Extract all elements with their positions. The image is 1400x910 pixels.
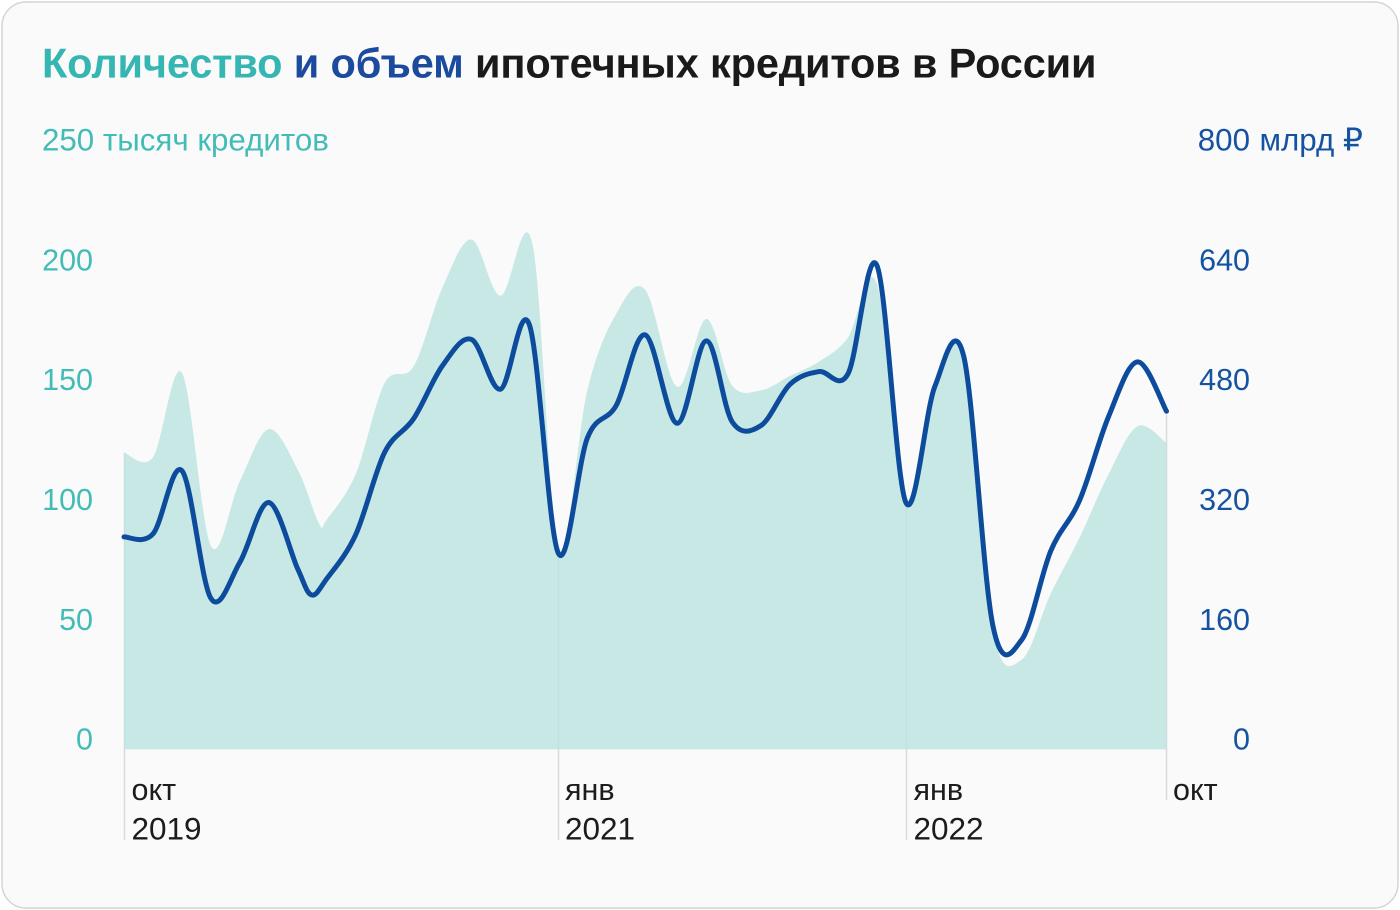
svg-text:480: 480	[1199, 363, 1250, 397]
svg-text:150: 150	[42, 363, 93, 397]
svg-text:2019: 2019	[132, 811, 202, 847]
svg-text:окт: окт	[1173, 773, 1218, 807]
svg-text:0: 0	[76, 723, 93, 757]
svg-text:200: 200	[42, 243, 93, 277]
svg-text:50: 50	[59, 603, 93, 637]
svg-text:160: 160	[1199, 603, 1250, 637]
svg-text:800: 800	[1198, 123, 1250, 158]
svg-text:250 тысяч кредитов: 250 тысяч кредитов	[42, 123, 329, 158]
svg-text:320: 320	[1199, 483, 1250, 517]
svg-text:2021: 2021	[565, 811, 635, 847]
svg-text:млрд ₽: млрд ₽	[1260, 123, 1363, 158]
svg-text:янв: янв	[914, 773, 964, 807]
svg-text:640: 640	[1199, 243, 1250, 277]
svg-text:янв: янв	[565, 773, 615, 807]
svg-text:Количество и объем ипотечных к: Количество и объем ипотечных кредитов в …	[42, 39, 1096, 86]
svg-text:0: 0	[1233, 723, 1250, 757]
svg-text:окт: окт	[132, 773, 177, 807]
svg-text:100: 100	[42, 483, 93, 517]
svg-text:2022: 2022	[914, 811, 984, 847]
